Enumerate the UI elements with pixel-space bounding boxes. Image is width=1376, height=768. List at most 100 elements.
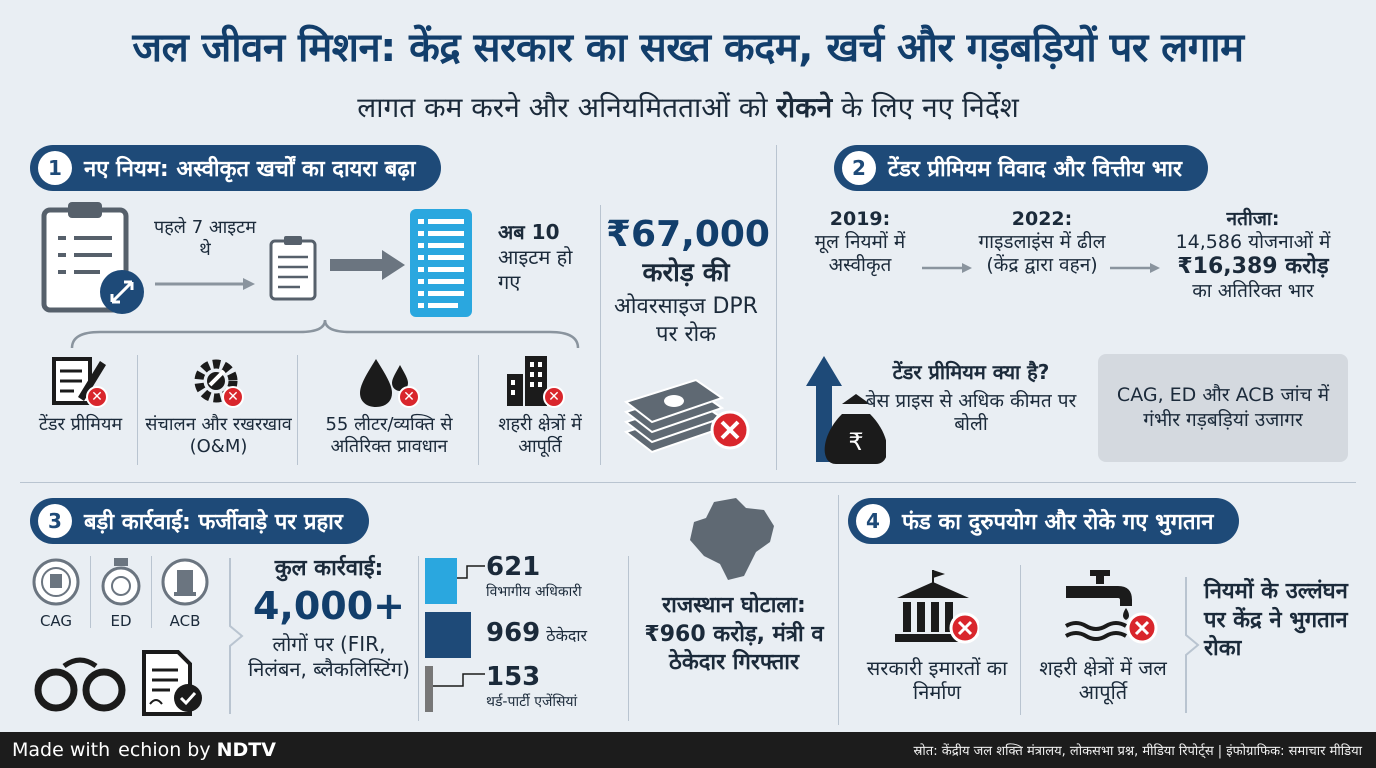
section1-header: 1 नए नियम: अस्वीकृत खर्चों का दायरा बढ़ा <box>30 145 442 191</box>
agency-label: ED <box>110 612 132 630</box>
agency-label: CAG <box>39 612 73 630</box>
cross-icon: ✕ <box>86 386 108 408</box>
divider-vertical-bottom <box>838 495 839 725</box>
item-divider <box>1020 565 1021 715</box>
bar-connector <box>457 565 485 579</box>
total-action-block: कुल कार्रवाई: 4,000+ लोगों पर (FIR, निलं… <box>244 556 414 682</box>
page-title: जल जीवन मिशन: केंद्र सरकार का सख्त कदम, … <box>132 25 1244 71</box>
cross-icon: ✕ <box>398 386 420 408</box>
city-buildings-icon <box>507 356 547 406</box>
after-items-rest: आइटम हो गए <box>498 245 573 294</box>
cross-icon: ✕ <box>543 386 565 408</box>
section1-title: नए नियम: अस्वीकृत खर्चों का दायरा बढ़ा <box>84 157 416 182</box>
after-items-text: अब 10 आइटम हो गए <box>498 220 588 295</box>
timeline-2022: 2022: गाइडलाइंस में ढील (केंद्र द्वारा व… <box>968 208 1116 276</box>
arrow-right-icon <box>1110 263 1160 273</box>
payment-item-label: सरकारी इमारतों का निर्माण <box>866 656 1008 704</box>
brace-connector <box>70 319 580 349</box>
rajasthan-divider <box>628 556 629 721</box>
made-with-badge[interactable]: Made with echion by NDTV <box>0 732 380 768</box>
clipboard-small-icon <box>269 236 317 301</box>
timeline-year: 2022: <box>1011 208 1073 230</box>
item-label: संचालन और रखरखाव (O&M) <box>145 414 292 457</box>
money-stack-icon <box>623 378 750 454</box>
breakdown-value: 969 <box>486 618 541 648</box>
signed-document-icon <box>142 650 202 716</box>
section4-header: 4 फंड का दुरुपयोग और रोके गए भुगतान <box>848 498 1240 544</box>
bar-agencies <box>425 666 433 712</box>
dpr-amount-desc: ओवरसाइज DPR पर रोक <box>614 294 758 347</box>
section1-number: 1 <box>38 151 72 185</box>
rupee-bag-arrow-icon: ₹ <box>806 356 886 464</box>
payment-conclusion: नियमों के उल्लंघन पर केंद्र ने भुगतान रो… <box>1204 579 1348 662</box>
breakdown-value: 621 <box>486 552 541 582</box>
total-desc: लोगों पर (FIR, निलंबन, ब्लैकलिस्टिंग) <box>248 631 410 681</box>
dpr-amount: ₹67,000 <box>606 214 770 255</box>
arrow-right-big-icon <box>330 250 405 280</box>
source-credit: स्रोत: केंद्रीय जल शक्ति मंत्रालय, लोकसभ… <box>913 744 1362 759</box>
item-divider <box>297 355 298 465</box>
agency-label: ACB <box>169 612 201 630</box>
made-with-text: Made with <box>12 739 111 761</box>
document-pen-icon <box>52 357 106 405</box>
timeline-2019: 2019: मूल नियमों में अस्वीकृत <box>790 208 930 276</box>
breakdown-officials: 621 विभागीय अधिकारी <box>486 552 582 601</box>
subtitle-text-end: के लिए नए निर्देश <box>841 91 1019 124</box>
divider-horizontal <box>20 482 1356 483</box>
premium-question: टेंडर प्रीमियम क्या है? <box>892 360 1050 384</box>
cag-emblem-icon <box>32 558 80 606</box>
payment-item-label: शहरी क्षेत्रों में जल आपूर्ति <box>1039 656 1167 704</box>
gear-wrench-icon <box>194 359 238 403</box>
bar-contractors <box>425 612 471 658</box>
section2-number: 2 <box>842 151 876 185</box>
ndtv-logo: NDTV <box>216 739 276 761</box>
timeline-text: मूल नियमों में अस्वीकृत <box>814 230 906 276</box>
rajasthan-map-icon <box>690 498 774 580</box>
section3-title: बड़ी कार्रवाई: फर्जीवाड़े पर प्रहार <box>84 510 343 535</box>
result-line1: 14,586 योजनाओं में <box>1175 230 1331 253</box>
arrow-right-icon <box>922 263 972 273</box>
item-divider <box>478 355 479 465</box>
total-value: 4,000+ <box>252 584 406 629</box>
after-items-count: अब 10 <box>498 220 560 244</box>
breakdown-value: 153 <box>486 662 541 692</box>
probe-box: CAG, ED और ACB जांच में गंभीर गड़बड़ियां… <box>1098 354 1348 462</box>
item-label: शहरी क्षेत्रों में आपूर्ति <box>498 414 582 457</box>
agency-divider <box>151 556 152 628</box>
section3-header: 3 बड़ी कार्रवाई: फर्जीवाड़े पर प्रहार <box>30 498 369 544</box>
timeline-text: गाइडलाइंस में ढील (केंद्र द्वारा वहन) <box>978 230 1106 276</box>
breakdown-agencies: 153 थर्ड-पार्टी एजेंसियां <box>486 662 577 711</box>
clipboard-expand-icon <box>41 202 144 314</box>
ed-emblem-icon <box>101 558 141 606</box>
result-label: नतीजा: <box>1226 208 1280 230</box>
timeline-year: 2019: <box>829 208 891 230</box>
item-label: 55 लीटर/व्यक्ति से अतिरिक्त प्रावधान <box>325 414 453 457</box>
item-label: टेंडर प्रीमियम <box>38 414 123 435</box>
subtitle-text: लागत कम करने और अनियमितताओं को <box>357 91 768 124</box>
section4-number: 4 <box>856 504 890 538</box>
item-divider <box>600 205 601 465</box>
agency-divider <box>90 556 91 628</box>
rajasthan-scam: राजस्थान घोटाला: ₹960 करोड़, मंत्री व ठे… <box>644 593 824 676</box>
result-line2: का अतिरिक्त भार <box>1192 279 1314 302</box>
page-subtitle: लागत कम करने और अनियमितताओं को रोकने के … <box>0 88 1376 126</box>
section3-number: 3 <box>38 504 72 538</box>
arrow-right-icon <box>155 278 255 290</box>
breakdown-label: विभागीय अधिकारी <box>486 584 582 600</box>
result-block: नतीजा: 14,586 योजनाओं में ₹16,389 करोड़ … <box>1150 208 1356 303</box>
dpr-amount-unit: करोड़ की <box>642 258 730 289</box>
section2-title: टेंडर प्रीमियम विवाद और वित्तीय भार <box>888 157 1182 182</box>
premium-definition: टेंडर प्रीमियम क्या है? बेस प्राइस से अध… <box>860 360 1082 436</box>
cross-icon: ✕ <box>222 386 244 408</box>
premium-answer: बेस प्राइस से अधिक कीमत पर बोली <box>865 390 1077 435</box>
bar-officials <box>425 558 457 604</box>
dpr-amount-block: ₹67,000 करोड़ की ओवरसाइज DPR पर रोक <box>606 213 770 348</box>
bracket-divider <box>229 558 244 714</box>
item-divider <box>137 355 138 465</box>
water-drop-icon <box>360 359 408 407</box>
subtitle-emphasis: रोकने <box>776 91 833 124</box>
document-list-icon <box>410 209 472 317</box>
brand-text: echion by <box>118 739 211 761</box>
section4-title: फंड का दुरुपयोग और रोके गए भुगतान <box>902 510 1214 535</box>
government-building-icon <box>895 570 979 644</box>
